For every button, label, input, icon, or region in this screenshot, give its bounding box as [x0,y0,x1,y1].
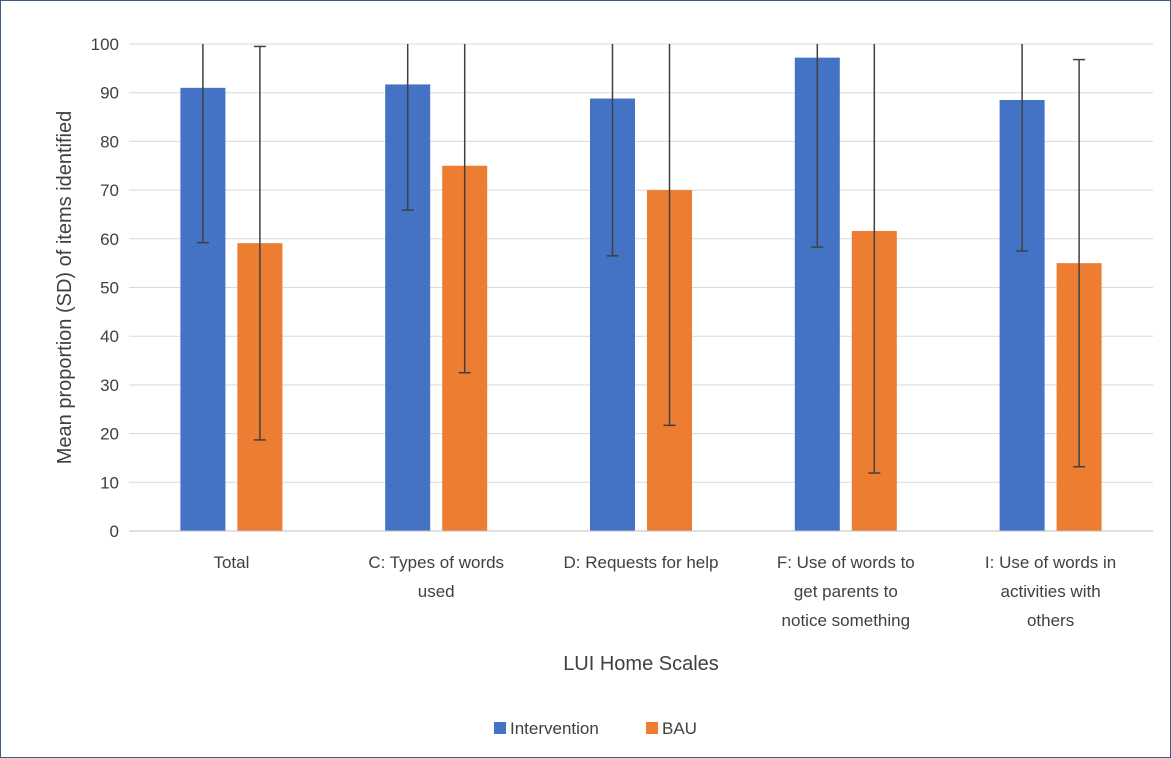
y-tick-label: 40 [100,327,119,346]
y-axis-title: Mean proportion (SD) of items identified [54,111,76,465]
y-tick-label: 20 [100,425,119,444]
y-tick-label: 30 [100,376,119,395]
x-axis-title: LUI Home Scales [563,653,719,675]
legend-label: BAU [662,719,697,738]
x-category-label-line: C: Types of words [368,553,504,572]
x-category-label-line: F: Use of words to [777,553,915,572]
legend-label: Intervention [510,719,599,738]
gridlines [129,43,1153,483]
x-category-label: C: Types of words used [368,553,504,601]
x-category-label: D: Requests for help [564,553,719,572]
x-category-label-line: activities with [1001,582,1101,601]
y-tick-label: 50 [100,279,119,298]
legend-swatch-bau [646,722,658,734]
legend: Intervention BAU [494,719,697,738]
x-category-label-line: get parents to [794,582,898,601]
x-category-label-line: others [1027,611,1074,630]
x-category-label: F: Use of words to get parents to notice s… [777,553,915,630]
x-category-label-line: notice something [782,611,911,630]
x-axis-category-labels: Total C: Types of words used D: Requests fo… [213,553,1116,630]
x-category-label-line: used [418,582,455,601]
bars [180,57,1102,532]
error-bars [196,44,1086,474]
x-category-label-line: I: Use of words in [985,553,1116,572]
y-tick-label: 0 [110,522,119,541]
y-tick-label: 10 [100,473,119,492]
x-category-label-line: Total [213,553,249,572]
y-tick-label: 80 [100,132,119,151]
x-category-label-line: D: Requests for help [564,553,719,572]
y-tick-label: 60 [100,230,119,249]
x-category-label: I: Use of words in activities with others [985,553,1116,630]
y-axis-ticks: 0 10 20 30 40 50 60 70 80 90 100 [91,35,119,541]
y-tick-label: 70 [100,181,119,200]
y-tick-label: 100 [91,35,119,54]
legend-swatch-intervention [494,722,506,734]
x-category-label: Total [213,553,249,572]
y-tick-label: 90 [100,84,119,103]
